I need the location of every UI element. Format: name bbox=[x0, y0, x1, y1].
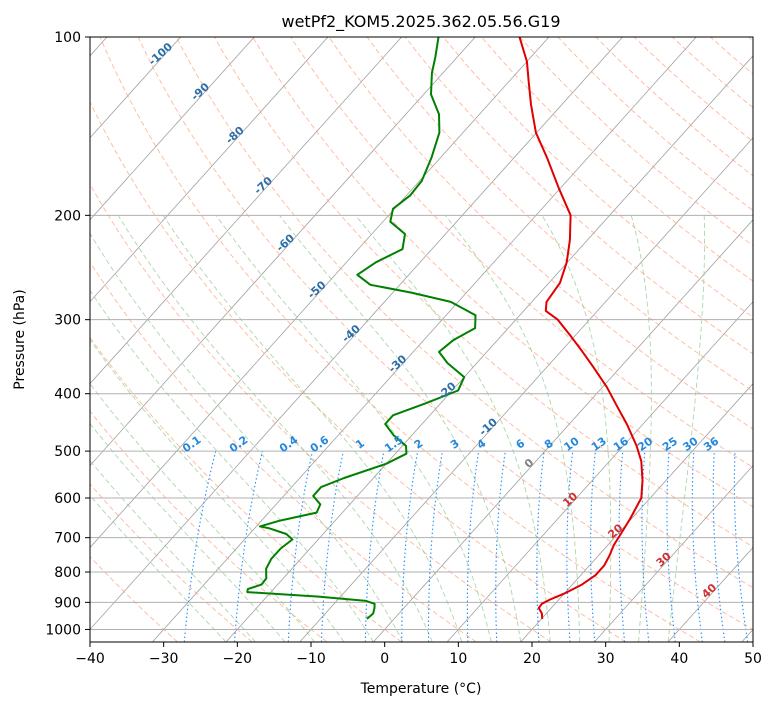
dry-adiabat-line bbox=[633, 37, 753, 143]
dry-adiabat-line bbox=[90, 183, 552, 642]
x-axis-ticks: −40 −30 −20 −10 0 10 20 30 40 50 bbox=[75, 642, 762, 667]
x-tick-label: 30 bbox=[597, 651, 615, 667]
x-tick-label: 20 bbox=[523, 651, 541, 667]
dry-adiabat-line bbox=[252, 37, 753, 508]
y-tick-label: 100 bbox=[54, 30, 81, 46]
dry-adiabat-line bbox=[175, 37, 753, 589]
x-tick-label: −30 bbox=[149, 651, 179, 667]
y-tick-label: 800 bbox=[54, 565, 81, 581]
x-tick-label: −40 bbox=[75, 651, 105, 667]
moist-adiabat-line bbox=[90, 494, 227, 642]
isotherm-line bbox=[594, 464, 753, 642]
dry-adiabat-line bbox=[90, 101, 626, 642]
moist-adiabat-line bbox=[90, 382, 315, 642]
mixing-ratio-line bbox=[712, 451, 726, 642]
y-tick-label: 600 bbox=[54, 491, 81, 507]
moist-adiabat-line bbox=[215, 215, 492, 642]
isotherm-line bbox=[520, 383, 753, 642]
plot-frame bbox=[89, 36, 754, 643]
y-tick-label: 400 bbox=[54, 387, 81, 403]
dry-adiabat-line bbox=[90, 410, 328, 642]
moist-adiabat-line bbox=[162, 215, 463, 642]
y-tick-label: 300 bbox=[54, 313, 81, 329]
x-tick-label: 0 bbox=[380, 651, 389, 667]
chart-title: wetPf2_KOM5.2025.362.05.56.G19 bbox=[281, 12, 560, 32]
moist-adiabat-line bbox=[90, 459, 256, 642]
moist-adiabat-line bbox=[630, 215, 652, 642]
dry-adiabat-line bbox=[481, 37, 753, 282]
x-tick-label: −10 bbox=[296, 651, 326, 667]
moist-adiabat-line bbox=[667, 215, 705, 642]
mixing-ratio-line bbox=[320, 450, 344, 642]
dry-adiabat-line bbox=[557, 37, 753, 212]
moist-adiabat-line bbox=[90, 422, 286, 642]
sounding-profiles bbox=[246, 37, 644, 620]
y-tick-label: 900 bbox=[54, 595, 81, 611]
dry-adiabat-line bbox=[90, 483, 253, 642]
x-tick-label: 40 bbox=[670, 651, 688, 667]
y-axis-ticks: 100 200 300 400 500 600 700 800 900 1000 bbox=[45, 30, 90, 638]
x-tick-label: 50 bbox=[744, 651, 762, 667]
mixing-ratio-line bbox=[733, 451, 749, 642]
y-tick-label: 200 bbox=[54, 208, 81, 224]
moist-adiabat-line bbox=[279, 215, 522, 642]
dry-adiabat-line bbox=[366, 37, 753, 392]
temperature-line bbox=[518, 37, 644, 619]
moist-adiabat-line bbox=[355, 215, 551, 642]
moist-adiabat-line bbox=[541, 215, 612, 642]
isotherm-line bbox=[225, 55, 753, 642]
dry-adiabat-line bbox=[214, 37, 753, 548]
dry-adiabat-line bbox=[290, 37, 753, 468]
moist-adiabat-line bbox=[117, 215, 433, 642]
x-tick-label: −20 bbox=[223, 651, 253, 667]
pressure-gridlines bbox=[90, 37, 753, 630]
isotherm-line bbox=[90, 37, 329, 303]
mixing-ratio-line bbox=[287, 450, 314, 642]
dry-adiabat-line bbox=[99, 37, 701, 642]
y-tick-label: 1000 bbox=[45, 622, 81, 638]
isotherm-line bbox=[90, 37, 550, 549]
dry-adiabat-line bbox=[90, 336, 402, 642]
mixing-ratio-line bbox=[691, 451, 703, 642]
moist-adiabat-line bbox=[90, 338, 345, 642]
dry-adiabat-line bbox=[90, 261, 477, 642]
x-axis-label: Temperature (°C) bbox=[360, 681, 482, 697]
y-tick-label: 700 bbox=[54, 531, 81, 547]
moist-adiabat-line bbox=[90, 289, 374, 642]
isotherm-line bbox=[90, 37, 623, 631]
isotherm-line bbox=[373, 219, 753, 642]
isotherm-line bbox=[152, 37, 697, 642]
background-lines bbox=[90, 37, 753, 642]
isotherm-line bbox=[90, 37, 255, 221]
mixing-ratio-line bbox=[183, 450, 217, 642]
isotherm-line bbox=[90, 37, 402, 385]
mixing-ratio-line bbox=[234, 450, 264, 642]
dry-adiabat-line bbox=[404, 37, 753, 355]
isotherm-line bbox=[90, 37, 476, 467]
y-axis-label: Pressure (hPa) bbox=[12, 289, 28, 389]
y-tick-label: 500 bbox=[54, 444, 81, 460]
moist-adiabat-line bbox=[90, 232, 404, 642]
plot-area bbox=[90, 37, 753, 642]
dewpoint-line bbox=[246, 37, 477, 620]
dry-adiabat-line bbox=[137, 37, 753, 630]
x-tick-label: 10 bbox=[449, 651, 467, 667]
